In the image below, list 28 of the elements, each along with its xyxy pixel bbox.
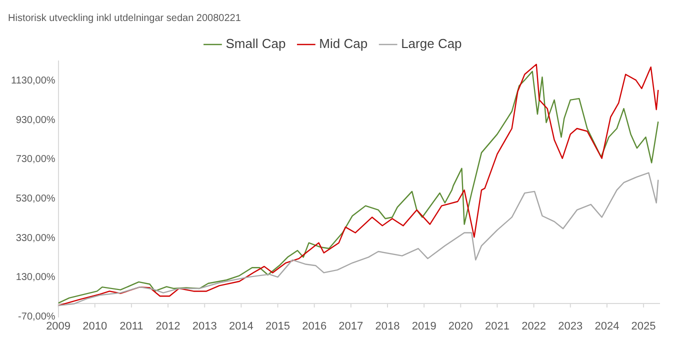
x-tick-label: 2022 bbox=[522, 320, 546, 332]
x-tick-label: 2021 bbox=[484, 320, 510, 332]
x-tick-label: 2012 bbox=[156, 320, 180, 332]
x-tick-label: 2009 bbox=[46, 320, 71, 332]
x-tick-label: 2015 bbox=[266, 320, 290, 332]
legend-label: Mid Cap bbox=[319, 36, 368, 52]
x-tick-label: 2011 bbox=[120, 320, 144, 332]
x-tick-label: 2013 bbox=[192, 320, 217, 332]
x-tick-label: 2023 bbox=[558, 320, 583, 332]
x-tick-label: 2014 bbox=[228, 320, 254, 332]
x-tick-label: 2018 bbox=[375, 320, 400, 332]
chart-title: Historisk utveckling inkl utdelningar sedan 20080221 bbox=[8, 12, 242, 24]
y-tick-label: 530,00% bbox=[16, 193, 56, 204]
y-tick-label: -70,00% bbox=[18, 312, 56, 323]
y-tick-label: 730,00% bbox=[16, 154, 56, 166]
y-tick-label: 1130,00% bbox=[11, 75, 56, 86]
x-tick-label: 2016 bbox=[302, 320, 327, 332]
legend-label: Small Cap bbox=[226, 36, 286, 52]
x-tick-label: 2025 bbox=[631, 320, 656, 332]
legend-label: Large Cap bbox=[401, 36, 462, 52]
x-tick-label: 2024 bbox=[594, 320, 620, 332]
x-tick-label: 2017 bbox=[338, 320, 364, 332]
y-tick-label: 130,00% bbox=[16, 272, 56, 284]
y-tick-label: 330,00% bbox=[16, 232, 56, 244]
x-tick-label: 2010 bbox=[82, 320, 108, 332]
y-tick-label: 930,00% bbox=[16, 114, 56, 126]
x-tick-label: 2019 bbox=[412, 320, 436, 332]
x-tick-label: 2020 bbox=[448, 320, 473, 332]
